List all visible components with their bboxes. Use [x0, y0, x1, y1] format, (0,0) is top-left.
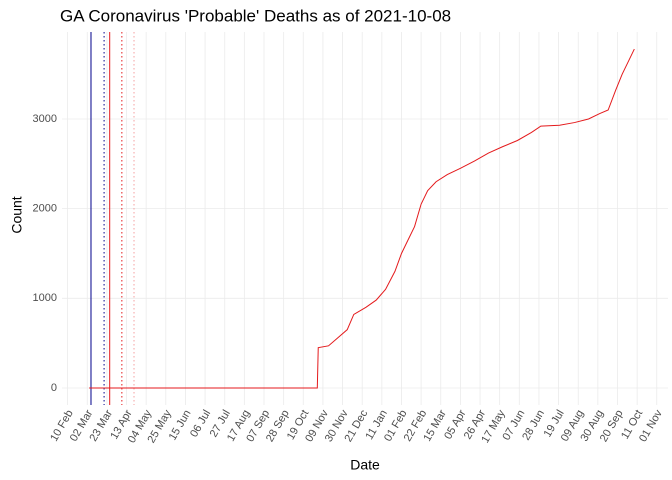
x-axis-label: Date: [350, 457, 380, 473]
y-tick-label: 0: [51, 382, 57, 394]
line: [89, 48, 635, 389]
y-tick-label: 3000: [33, 113, 57, 125]
chart-title: GA Coronavirus 'Probable' Deaths as of 2…: [60, 6, 451, 25]
y-axis-label: Count: [9, 196, 25, 233]
y-tick-label: 2000: [33, 203, 57, 215]
y-tick-label: 1000: [33, 292, 57, 304]
